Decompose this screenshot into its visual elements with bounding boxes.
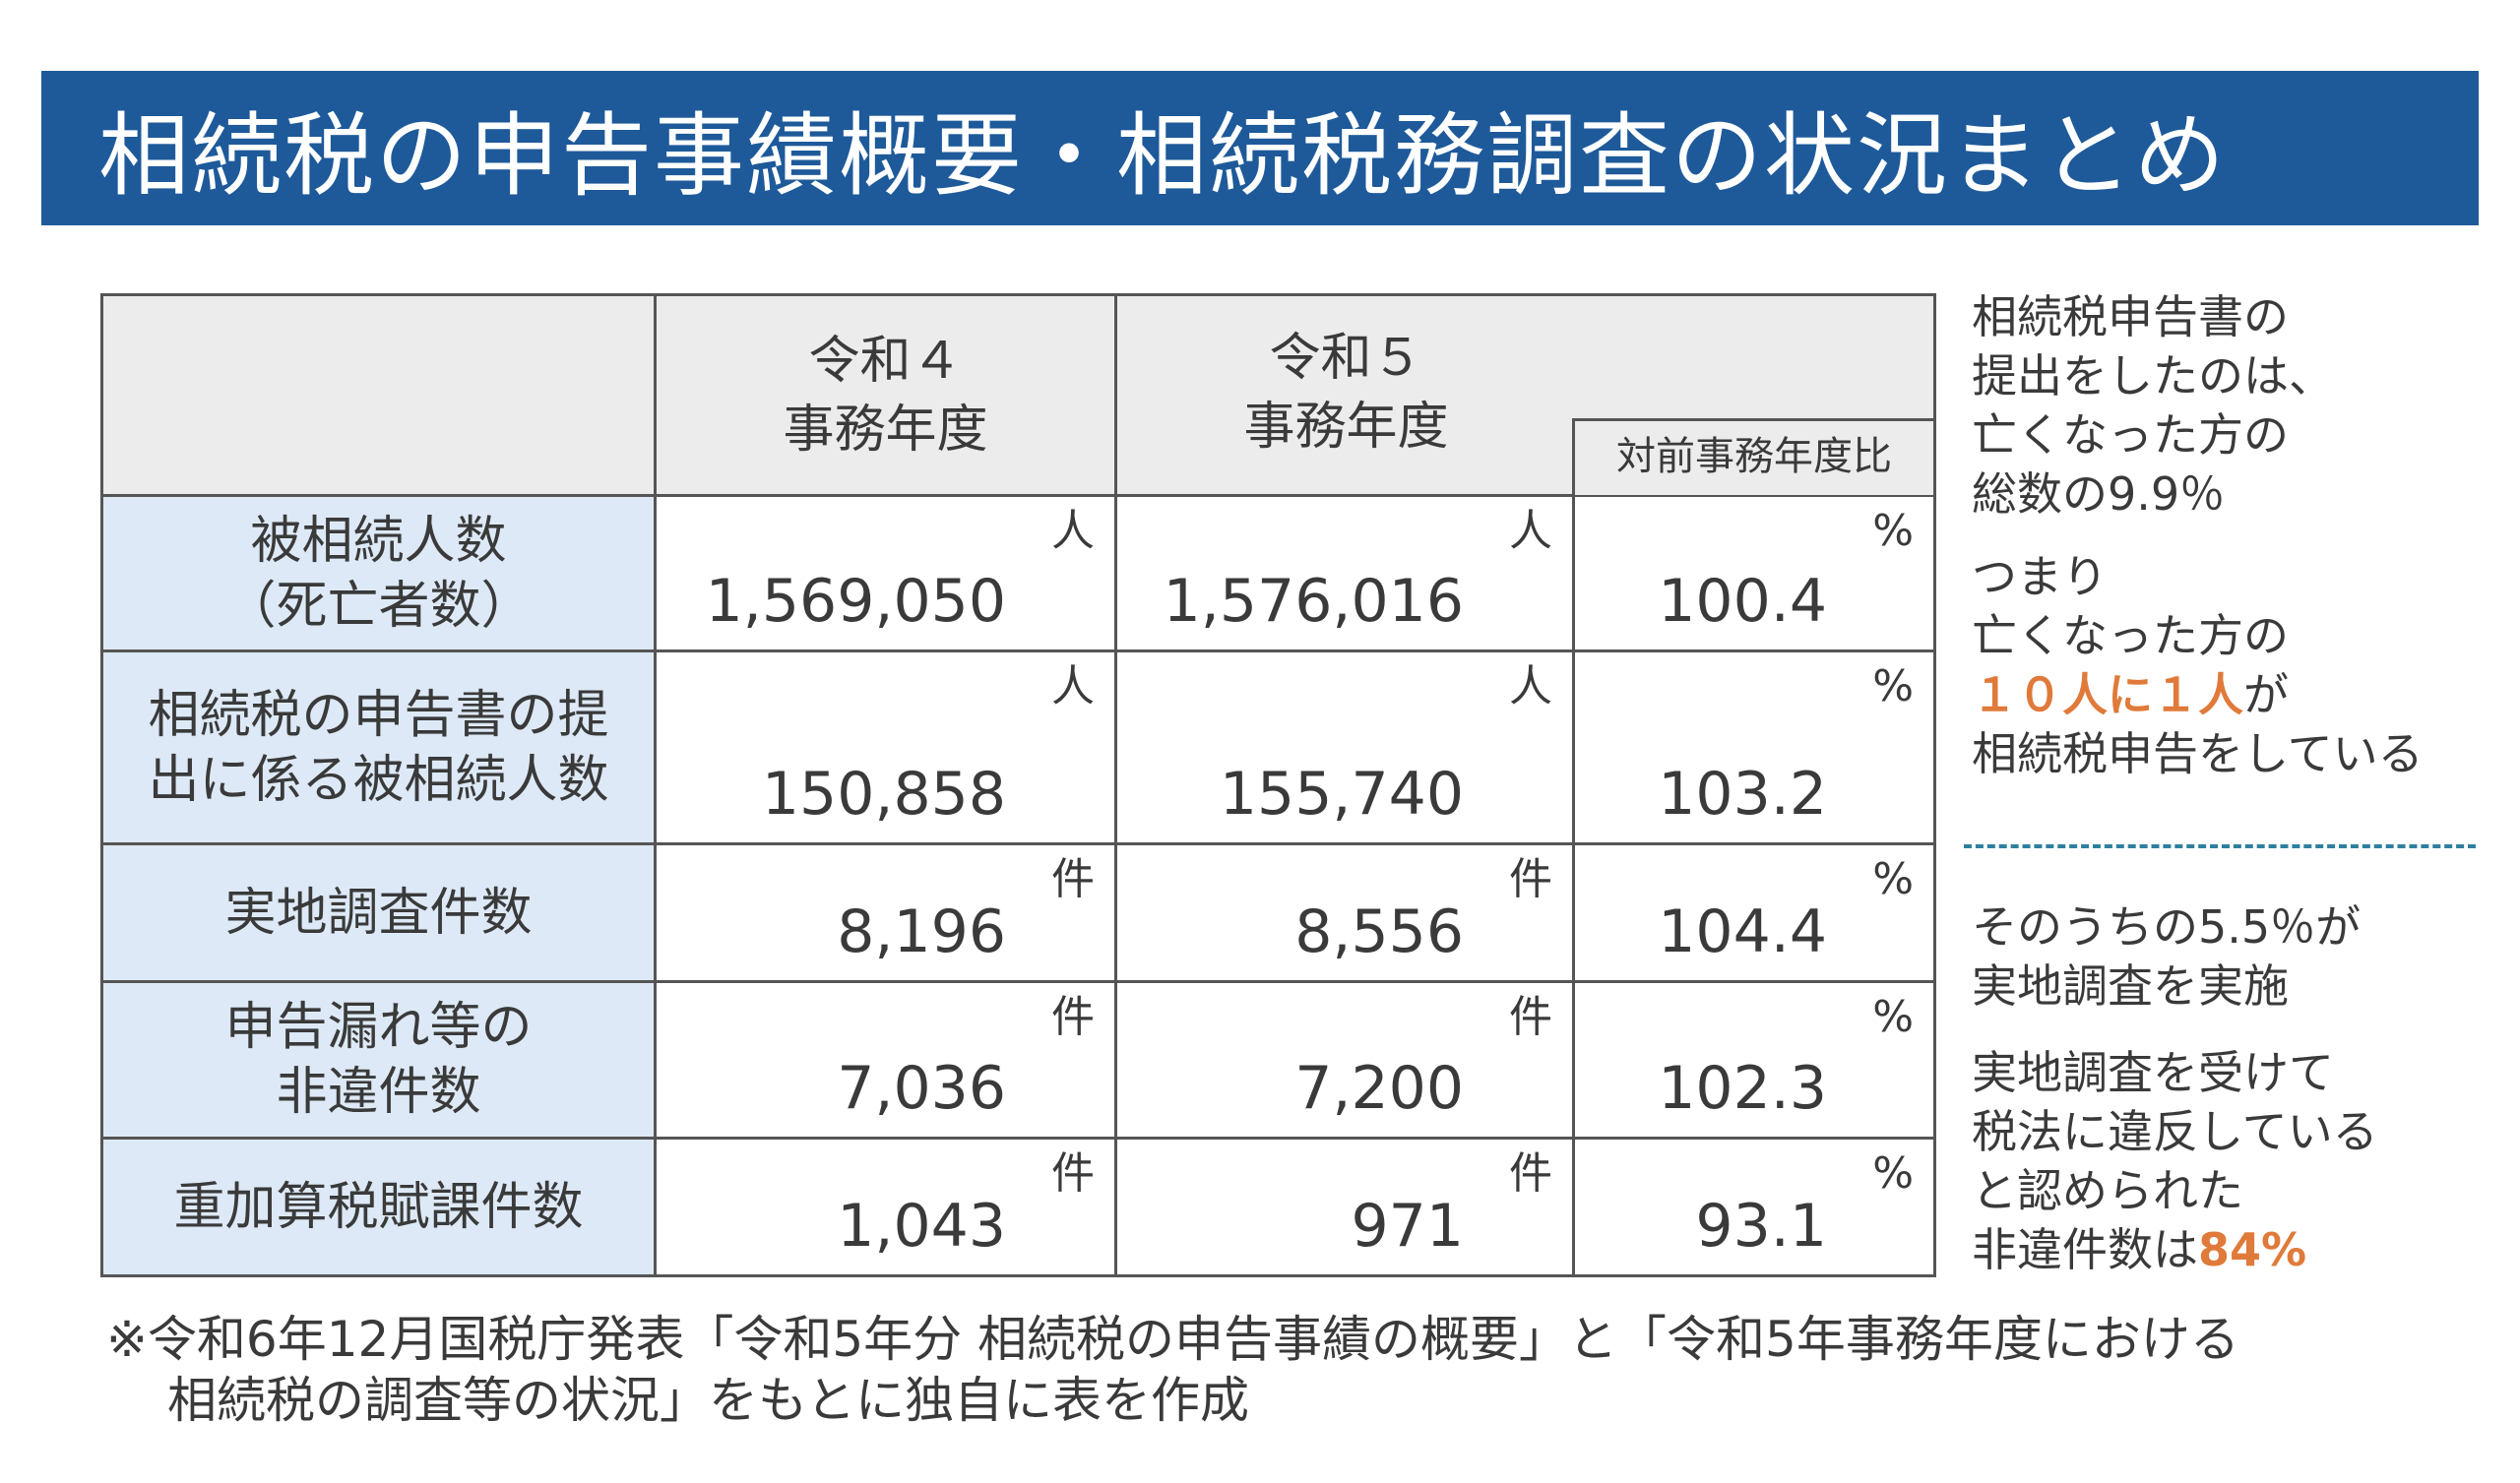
value-cell-r5: 人 155,740 [1114,649,1575,845]
table-row: 重加算税賦課件数 件 1,043 件 971 % 93.1 [100,1137,1936,1277]
table-row: 申告漏れ等の 非違件数 件 7,036 件 7,200 % 102.3 [100,980,1936,1140]
ratio-cell: % 103.2 [1572,649,1936,845]
title-banner: 相続税の申告事績概要・相続税務調査の状況まとめ [41,71,2479,225]
row-label: 重加算税賦課件数 [100,1137,657,1277]
value-cell-r5: 人 1,576,016 [1114,494,1575,652]
note-filing-rate: 相続税申告書の 提出をしたのは、 亡くなった方の 総数の9.9％ [1972,290,2334,521]
page-title: 相続税の申告事績概要・相続税務調査の状況まとめ [98,103,2228,209]
note-audit-rate: そのうちの5.5％が 実地調査を実施 [1972,900,2362,1013]
value-cell-r4: 件 1,043 [654,1137,1117,1277]
value-cell-r5: 件 7,200 [1114,980,1575,1140]
value-cell-r4: 人 150,858 [654,649,1117,845]
highlight-violation-rate: 84% [2198,1223,2307,1276]
value-cell-r4: 人 1,569,050 [654,494,1117,652]
column-header-ratio: 対前事務年度比 [1572,418,1933,495]
value-cell-r4: 件 7,036 [654,980,1117,1140]
ratio-cell: % 100.4 [1572,494,1936,652]
value-cell-r5: 件 8,556 [1114,842,1575,983]
ratio-cell: % 102.3 [1572,980,1936,1140]
table-row: 相続税の申告書の提 出に係る被相続人数 人 150,858 人 155,740 % 10… [100,649,1936,845]
value-cell-r5: 件 971 [1114,1137,1575,1277]
column-header-r5: 令和５ 事務年度 対前事務年度比 [1114,293,1936,497]
table-header-row: 令和４ 事務年度 令和５ 事務年度 対前事務年度比 [100,293,1936,497]
column-header-r4: 令和４ 事務年度 [654,293,1117,497]
table-row: 実地調査件数 件 8,196 件 8,556 % 104.4 [100,842,1936,983]
row-label: 相続税の申告書の提 出に係る被相続人数 [100,649,657,845]
note-one-in-ten: つまり 亡くなった方の １０人に１人が 相続税申告をしている [1972,550,2424,780]
table-corner-cell [100,293,657,497]
value-cell-r4: 件 8,196 [654,842,1117,983]
ratio-cell: % 104.4 [1572,842,1936,983]
row-label: 被相続人数 （死亡者数） [100,494,657,652]
highlight-one-in-ten: １０人に１人 [1972,668,2243,721]
row-label: 申告漏れ等の 非違件数 [100,980,657,1140]
note-violation-rate: 実地調査を受けて 税法に違反している と認められた 非違件数は84% [1972,1046,2378,1276]
source-footnote: ※令和6年12月国税庁発表「令和5年分 相続税の申告事績の概要」と「令和5年事務… [106,1311,2239,1429]
divider-dashed [1964,844,2476,848]
ratio-cell: % 93.1 [1572,1137,1936,1277]
table-row: 被相続人数 （死亡者数） 人 1,569,050 人 1,576,016 % 100.4 [100,494,1936,652]
row-label: 実地調査件数 [100,842,657,983]
